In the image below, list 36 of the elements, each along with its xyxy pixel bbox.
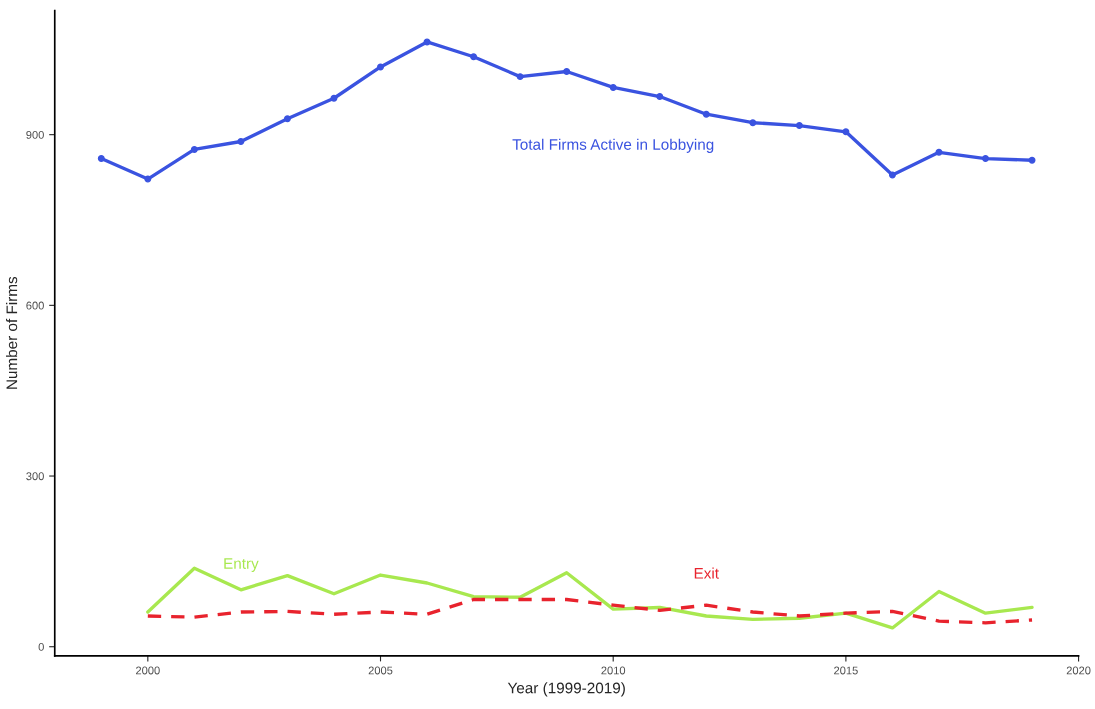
point xyxy=(935,148,943,156)
point xyxy=(330,94,338,102)
point xyxy=(656,93,664,101)
point xyxy=(283,115,291,123)
point xyxy=(423,38,431,46)
x-tick-label: 2005 xyxy=(368,666,393,675)
point xyxy=(97,155,105,163)
y-tick-label: 300 xyxy=(26,472,44,481)
y-tick-label: 900 xyxy=(26,130,44,139)
line-series xyxy=(146,597,1034,625)
point xyxy=(190,145,198,153)
point xyxy=(1028,156,1036,164)
y-tick-label: 0 xyxy=(38,642,44,651)
point xyxy=(470,53,478,61)
series-label: Total Firms Active in Lobbying xyxy=(512,138,714,153)
point xyxy=(702,110,710,118)
point xyxy=(749,119,757,127)
point xyxy=(888,171,896,179)
series-label: Entry xyxy=(224,558,259,572)
x-axis-title: Year (1999-2019) xyxy=(507,682,625,697)
point xyxy=(982,155,989,163)
point xyxy=(563,68,571,75)
point xyxy=(795,122,803,130)
series-label: Exit xyxy=(694,567,719,579)
x-tick-label: 2015 xyxy=(834,666,858,675)
x-tick-label: 2000 xyxy=(136,666,160,675)
x-tick-label: 2020 xyxy=(1066,666,1091,675)
point xyxy=(144,175,152,183)
point xyxy=(842,128,850,136)
y-tick-label: 600 xyxy=(26,301,44,310)
point xyxy=(237,138,245,145)
point xyxy=(609,83,617,91)
y-axis-title: Number of Firms xyxy=(6,276,18,389)
point xyxy=(377,63,384,71)
point xyxy=(516,73,524,81)
x-tick-label: 2010 xyxy=(601,666,626,675)
